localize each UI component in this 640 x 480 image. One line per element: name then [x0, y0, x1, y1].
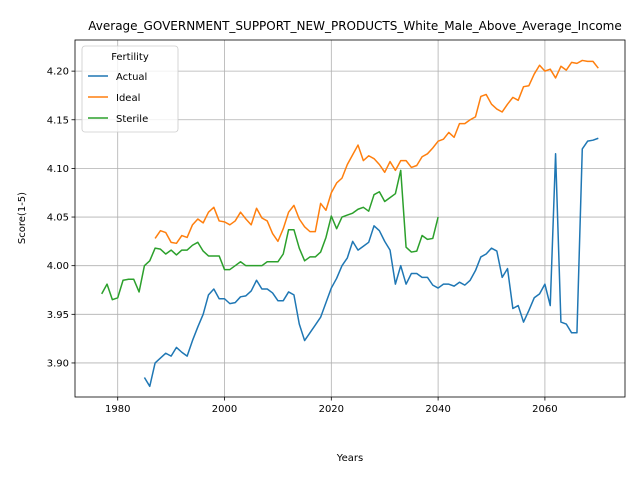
y-tick-label: 4.15 — [47, 115, 69, 126]
legend-label-sterile: Sterile — [116, 114, 148, 125]
series-line-actual — [143, 137, 599, 388]
x-tick-label: 2060 — [532, 404, 557, 415]
y-axis-label: Score(1-5) — [17, 192, 28, 244]
x-axis-label: Years — [336, 453, 363, 464]
x-tick-label: 2020 — [319, 404, 344, 415]
y-tick-label: 4.20 — [47, 67, 69, 78]
series-line-sterile — [101, 169, 439, 301]
legend-label-actual: Actual — [116, 72, 147, 83]
y-tick-label: 3.90 — [47, 358, 69, 369]
y-tick-label: 4.10 — [47, 164, 69, 175]
legend-title: Fertility — [111, 52, 149, 63]
x-tick-label: 2040 — [425, 404, 450, 415]
y-tick-label: 4.05 — [47, 213, 69, 224]
plot-frame — [74, 39, 626, 398]
legend-label-ideal: Ideal — [116, 93, 140, 104]
legend-box — [81, 45, 179, 133]
x-tick-label: 1980 — [105, 404, 130, 415]
legend: Fertility Actual Ideal Sterile — [81, 45, 179, 133]
series-line-ideal — [154, 59, 599, 245]
series-lines — [101, 59, 599, 388]
y-tick-label: 4.00 — [47, 261, 69, 272]
y-tick-label: 3.95 — [47, 310, 69, 321]
y-axis: 3.90 3.95 4.00 4.05 4.10 4.15 4.20 — [47, 67, 75, 369]
chart-title: Average_GOVERNMENT_SUPPORT_NEW_PRODUCTS_… — [88, 19, 621, 33]
x-tick-label: 2000 — [212, 404, 237, 415]
x-axis: 1980 2000 2020 2040 2060 — [105, 397, 558, 415]
